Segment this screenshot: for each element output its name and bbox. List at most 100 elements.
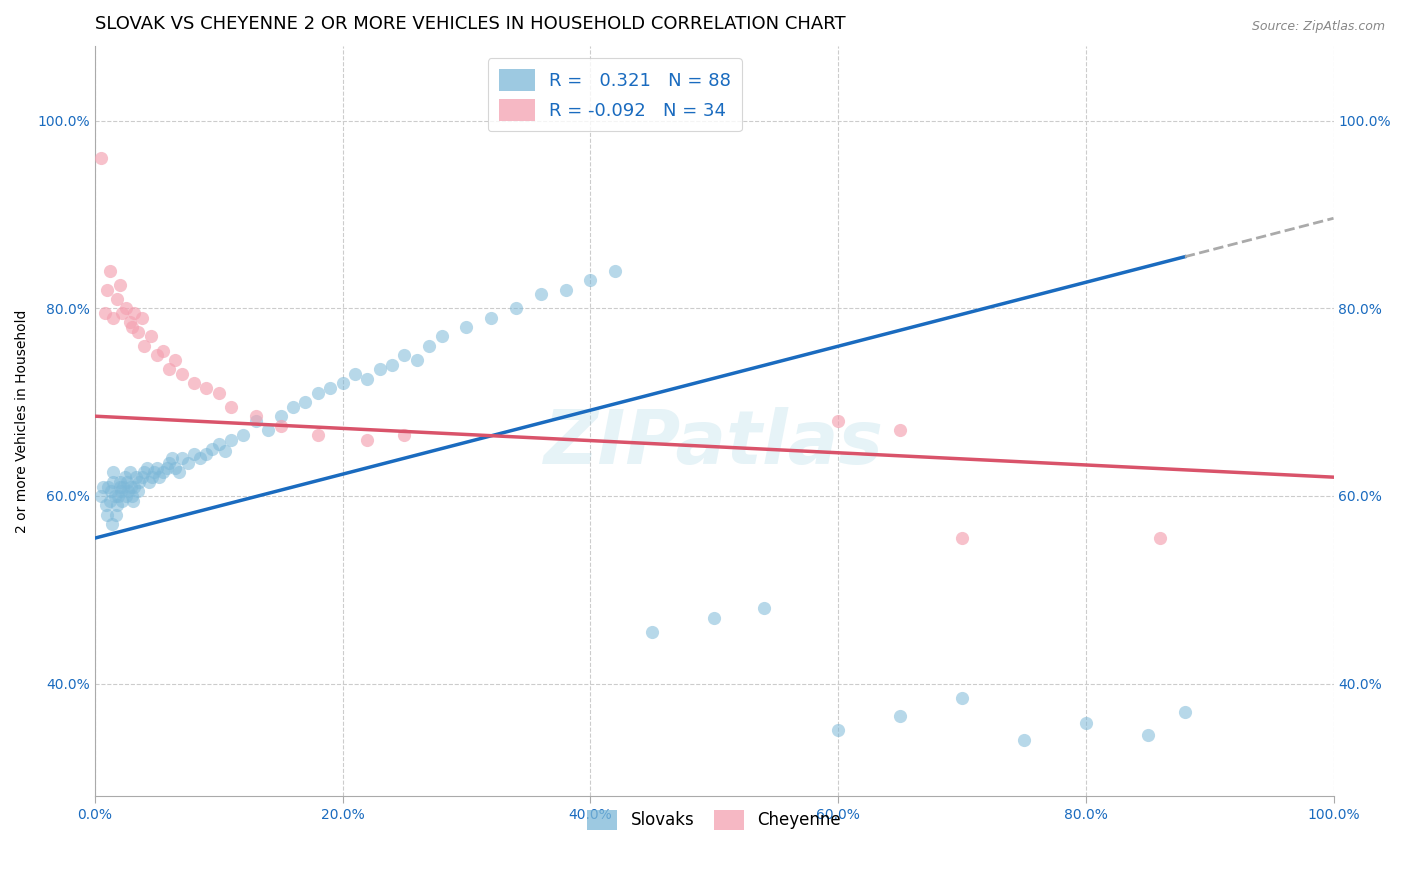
Point	[124, 479, 146, 493]
Point	[1012, 732, 1035, 747]
Point	[104, 508, 127, 522]
Point	[208, 385, 231, 400]
Point	[131, 310, 153, 325]
Legend: Slovaks, Cheyenne: Slovaks, Cheyenne	[581, 803, 848, 837]
Point	[108, 475, 131, 489]
Point	[114, 301, 136, 316]
Point	[703, 611, 725, 625]
Point	[950, 531, 973, 545]
Point	[118, 466, 141, 480]
Point	[103, 310, 125, 325]
Point	[131, 470, 153, 484]
Point	[98, 493, 121, 508]
Point	[104, 489, 127, 503]
Point	[368, 362, 391, 376]
Point	[245, 414, 267, 428]
Point	[121, 489, 143, 503]
Point	[356, 433, 378, 447]
Point	[96, 283, 118, 297]
Point	[117, 484, 139, 499]
Point	[479, 310, 502, 325]
Point	[156, 460, 179, 475]
Point	[170, 451, 193, 466]
Point	[96, 508, 118, 522]
Y-axis label: 2 or more Vehicles in Household: 2 or more Vehicles in Household	[15, 310, 30, 533]
Point	[148, 470, 170, 484]
Point	[167, 466, 190, 480]
Text: ZIPatlas: ZIPatlas	[544, 407, 884, 480]
Point	[93, 306, 115, 320]
Point	[110, 484, 132, 499]
Point	[127, 484, 149, 499]
Point	[889, 423, 911, 437]
Point	[406, 352, 429, 367]
Point	[111, 306, 134, 320]
Point	[214, 443, 236, 458]
Point	[165, 460, 187, 475]
Point	[127, 325, 149, 339]
Point	[112, 479, 135, 493]
Point	[827, 414, 849, 428]
Point	[94, 498, 117, 512]
Point	[257, 423, 280, 437]
Point	[125, 470, 148, 484]
Point	[152, 466, 174, 480]
Point	[394, 428, 416, 442]
Point	[430, 329, 453, 343]
Point	[118, 315, 141, 329]
Point	[1174, 705, 1197, 719]
Point	[105, 498, 128, 512]
Point	[97, 479, 120, 493]
Point	[183, 376, 205, 391]
Point	[294, 395, 316, 409]
Point	[108, 479, 131, 493]
Point	[394, 348, 416, 362]
Point	[332, 376, 354, 391]
Point	[1149, 531, 1171, 545]
Point	[143, 466, 166, 480]
Point	[98, 264, 121, 278]
Point	[1074, 715, 1097, 730]
Point	[111, 493, 134, 508]
Point	[93, 479, 115, 493]
Point	[101, 517, 124, 532]
Point	[219, 433, 242, 447]
Point	[554, 283, 576, 297]
Point	[505, 301, 527, 316]
Point	[232, 428, 254, 442]
Point	[141, 470, 163, 484]
Point	[418, 339, 440, 353]
Point	[343, 367, 366, 381]
Point	[90, 489, 112, 503]
Point	[170, 367, 193, 381]
Point	[124, 306, 146, 320]
Point	[270, 409, 292, 424]
Point	[827, 723, 849, 738]
Point	[157, 362, 180, 376]
Point	[114, 489, 136, 503]
Point	[145, 460, 167, 475]
Text: SLOVAK VS CHEYENNE 2 OR MORE VEHICLES IN HOUSEHOLD CORRELATION CHART: SLOVAK VS CHEYENNE 2 OR MORE VEHICLES IN…	[94, 15, 845, 33]
Point	[103, 466, 125, 480]
Point	[183, 447, 205, 461]
Point	[157, 456, 180, 470]
Point	[195, 381, 218, 395]
Point	[152, 343, 174, 358]
Point	[103, 475, 125, 489]
Point	[752, 601, 775, 615]
Point	[456, 320, 478, 334]
Point	[122, 493, 145, 508]
Point	[134, 466, 156, 480]
Point	[281, 400, 304, 414]
Point	[579, 273, 602, 287]
Point	[114, 470, 136, 484]
Point	[219, 400, 242, 414]
Point	[201, 442, 224, 456]
Point	[319, 381, 342, 395]
Point	[107, 489, 129, 503]
Point	[139, 329, 162, 343]
Point	[165, 352, 187, 367]
Point	[245, 409, 267, 424]
Point	[160, 451, 183, 466]
Point	[641, 624, 664, 639]
